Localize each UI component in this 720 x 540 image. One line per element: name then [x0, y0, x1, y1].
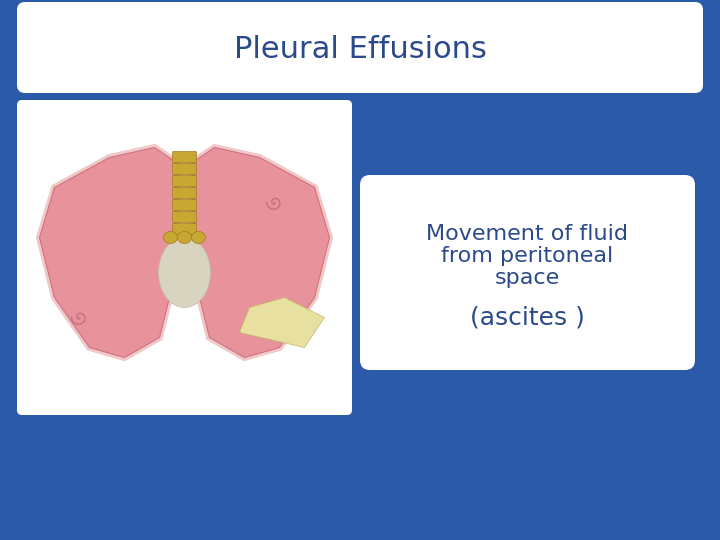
FancyBboxPatch shape	[173, 164, 197, 174]
Text: Pleural Effusions: Pleural Effusions	[233, 36, 487, 64]
FancyBboxPatch shape	[173, 224, 197, 234]
FancyBboxPatch shape	[173, 187, 197, 199]
Ellipse shape	[158, 238, 210, 307]
Polygon shape	[40, 147, 176, 357]
FancyBboxPatch shape	[173, 199, 197, 211]
FancyBboxPatch shape	[17, 2, 703, 93]
Text: (ascites ): (ascites )	[470, 306, 585, 329]
Text: Movement of fluid: Movement of fluid	[426, 225, 629, 245]
Text: from peritoneal: from peritoneal	[441, 246, 613, 267]
Ellipse shape	[178, 232, 192, 244]
Text: space: space	[495, 268, 560, 288]
Polygon shape	[240, 298, 325, 348]
Ellipse shape	[163, 232, 178, 244]
Ellipse shape	[192, 232, 205, 244]
FancyBboxPatch shape	[173, 212, 197, 222]
FancyBboxPatch shape	[173, 176, 197, 186]
FancyBboxPatch shape	[173, 152, 197, 163]
Polygon shape	[192, 147, 330, 357]
FancyBboxPatch shape	[17, 100, 352, 415]
FancyBboxPatch shape	[360, 175, 695, 370]
